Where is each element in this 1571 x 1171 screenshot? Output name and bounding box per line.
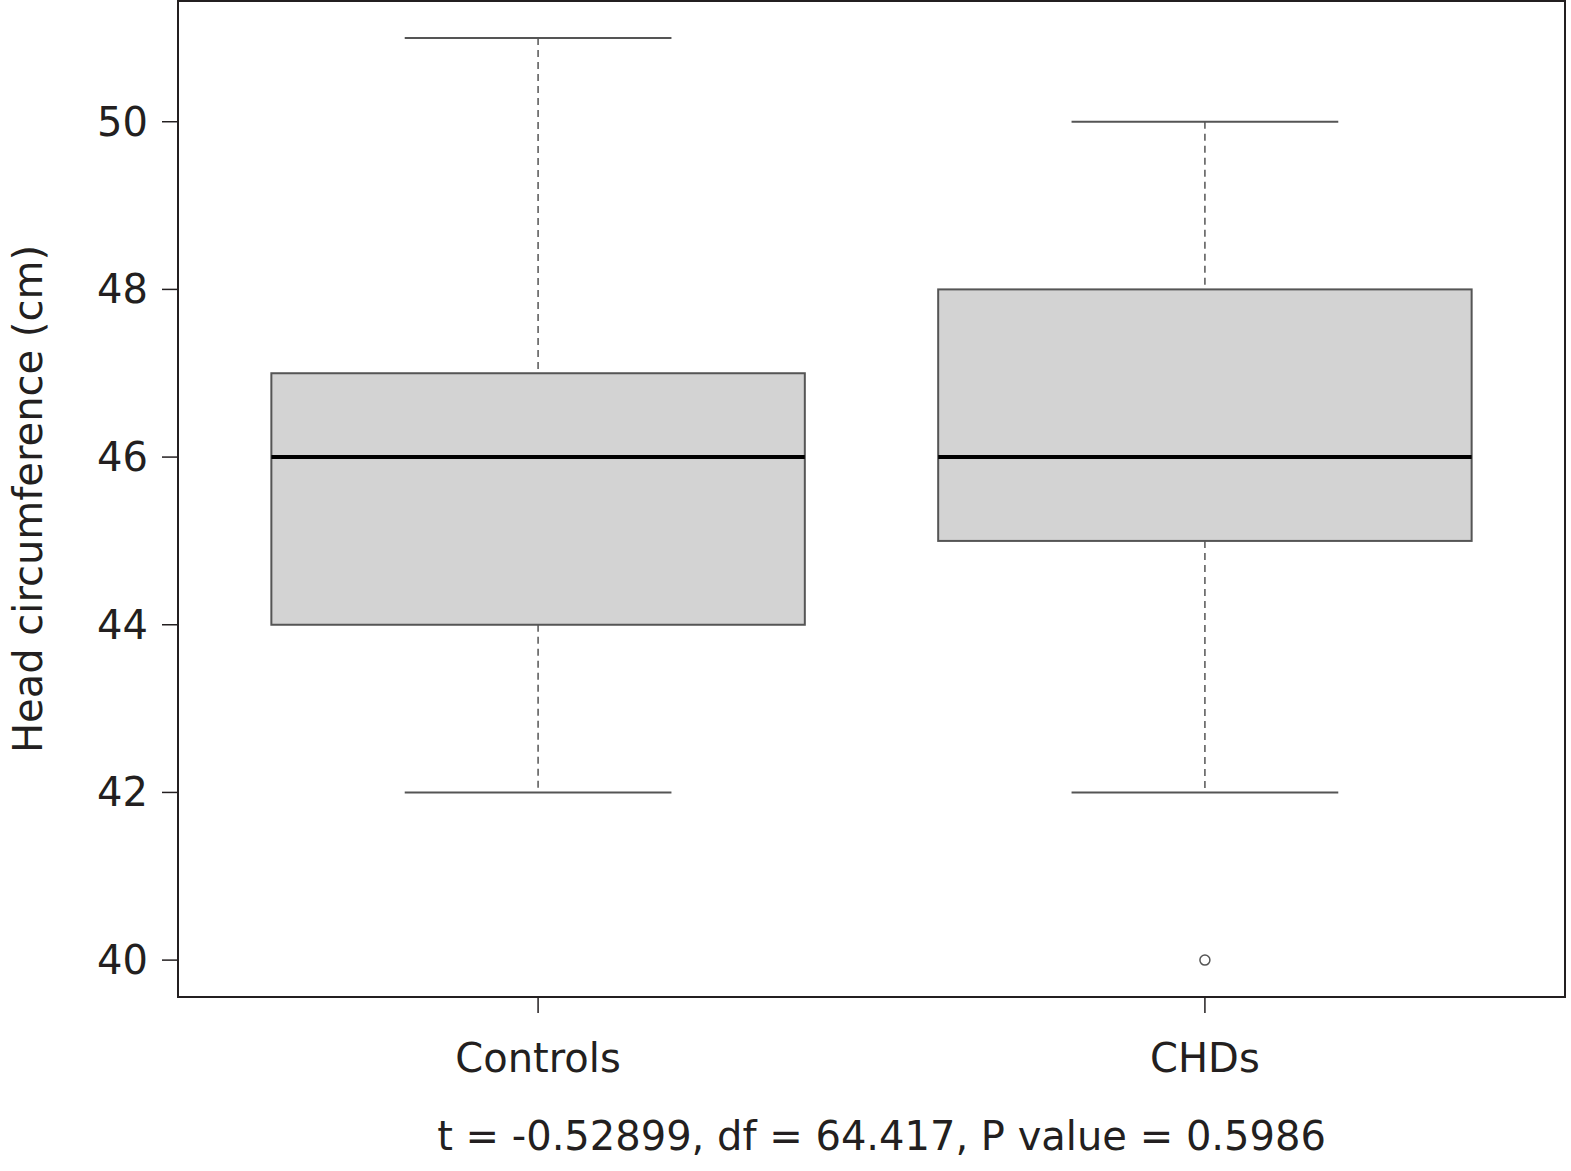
plot-frame (178, 1, 1565, 997)
x-tick-label: Controls (455, 1035, 620, 1081)
outlier (1200, 955, 1210, 965)
x-tick (537, 997, 539, 1013)
chart-root: 40 42 44 46 48 50 Controls CHDs Head circumferen… (0, 0, 1571, 1171)
y-axis-label: Head circumference (cm) (5, 245, 51, 753)
median (938, 455, 1471, 459)
max-cap (405, 37, 672, 39)
marks (271, 38, 1471, 965)
y-tick (162, 959, 178, 961)
y-tick-label: 40 (97, 937, 148, 983)
y-tick-label: 48 (97, 266, 148, 312)
y-tick-label: 44 (97, 602, 148, 648)
y-tick (162, 121, 178, 123)
y-tick-label: 50 (97, 99, 148, 145)
y-tick-label: 42 (97, 769, 148, 815)
y-tick (162, 624, 178, 626)
upper-whisker (537, 38, 539, 373)
median (271, 455, 804, 459)
box (938, 289, 1471, 541)
min-cap (405, 791, 672, 793)
x-axis-label: t = -0.52899, df = 64.417, P value = 0.5… (437, 1113, 1326, 1159)
chart-svg: 40 42 44 46 48 50 Controls CHDs Head circumferen… (0, 0, 1571, 1171)
x-tick (1204, 997, 1206, 1013)
min-cap (1072, 791, 1339, 793)
x-tick-label: CHDs (1150, 1035, 1260, 1081)
lower-whisker (1204, 541, 1206, 793)
lower-whisker (537, 625, 539, 793)
y-tick (162, 456, 178, 458)
upper-whisker (1204, 122, 1206, 290)
y-tick-label: 46 (97, 434, 148, 480)
y-tick (162, 289, 178, 291)
box (271, 373, 804, 625)
y-tick (162, 792, 178, 794)
max-cap (1072, 121, 1339, 123)
